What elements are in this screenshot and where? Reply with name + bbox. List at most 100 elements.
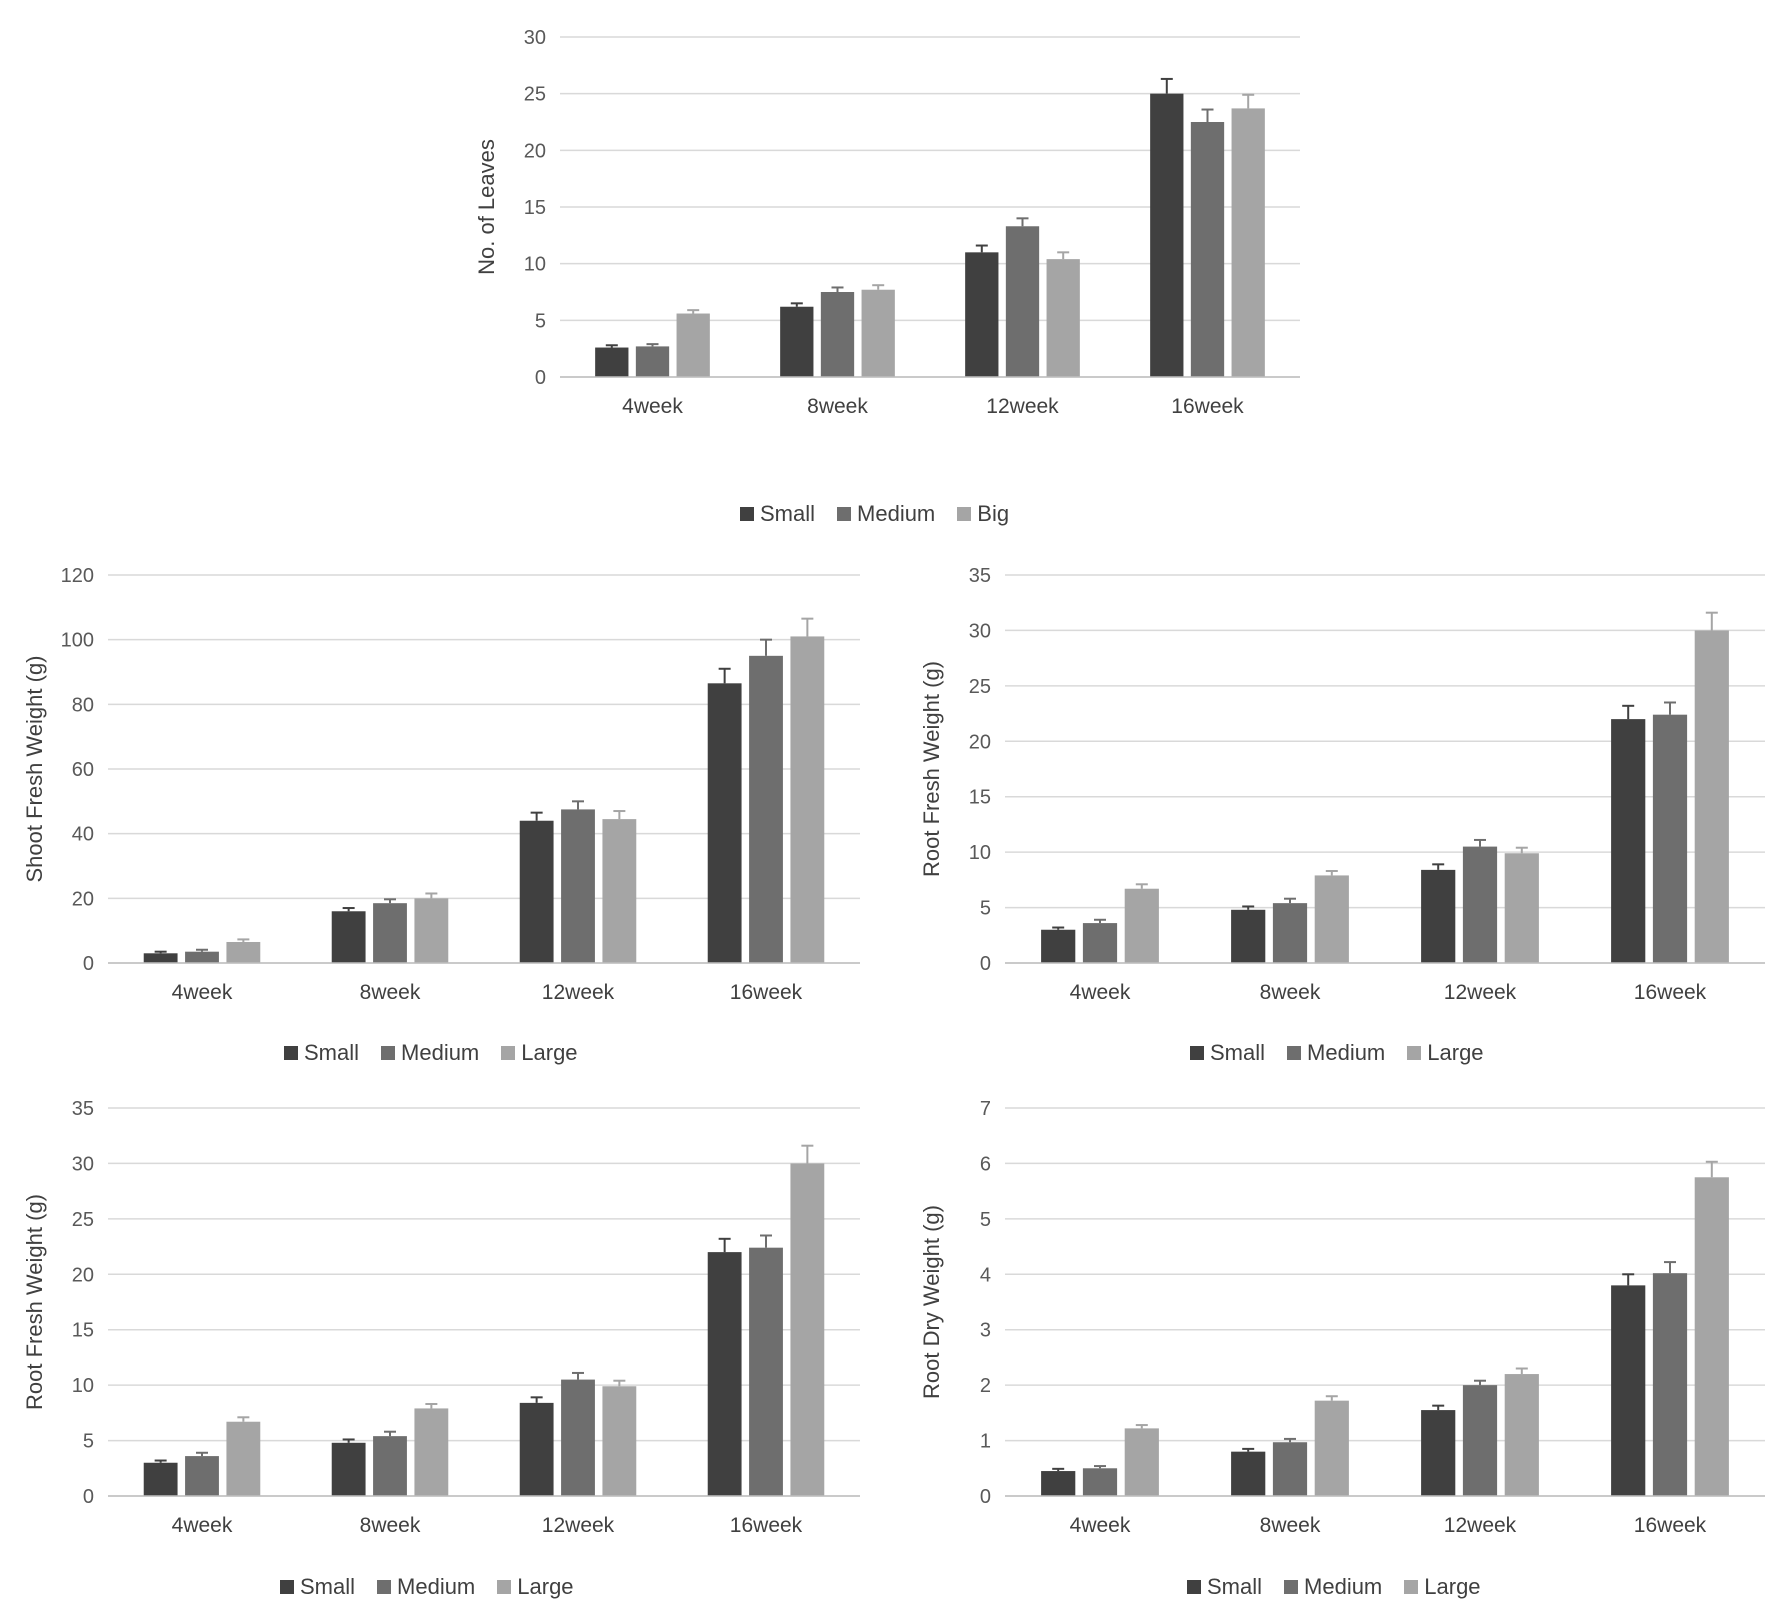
y-tick-label: 15	[524, 197, 546, 219]
y-tick-label: 15	[72, 1320, 94, 1342]
bar-large-8week	[414, 898, 449, 963]
legend-label: Medium	[857, 501, 936, 526]
legend-item-medium: Medium	[1287, 1040, 1385, 1066]
y-tick-label: 15	[969, 787, 991, 809]
bar-large-4week	[1124, 1428, 1159, 1496]
legend-item-medium: Medium	[1284, 1574, 1382, 1600]
bar-small-4week	[143, 953, 178, 963]
legend-swatch	[501, 1046, 516, 1060]
bar-medium-8week	[820, 292, 855, 377]
x-tick-label: 4week	[1070, 981, 1131, 1004]
bar-medium-16week	[749, 1247, 783, 1496]
bar-large-16week	[790, 1163, 825, 1496]
legend-label: Small	[300, 1574, 356, 1599]
x-tick-label: 16week	[730, 981, 803, 1004]
y-tick-label: 1	[980, 1431, 991, 1453]
legend-swatch	[1407, 1046, 1422, 1060]
legend-label: Large	[1427, 1040, 1484, 1065]
x-tick-label: 8week	[360, 1514, 421, 1537]
legend-label: Large	[521, 1040, 578, 1065]
chart-root-dry-weight: 0 1 2 3 4 5 6 7 Root Dry Weight (g) 4week 8week 12w…	[919, 1098, 1765, 1537]
bar-medium-8week	[373, 1436, 407, 1496]
x-tick-label: 16week	[1634, 1514, 1707, 1537]
legend-label: Large	[517, 1574, 574, 1599]
chart-panel-root-fresh-right: 0 5 10 15 20 25 30 35 Root Fresh Weight (g) 4week…	[905, 555, 1783, 1025]
y-tick-label: 25	[72, 1209, 94, 1231]
legend-label: Small	[1207, 1574, 1263, 1599]
bar-small-16week	[1611, 1285, 1646, 1496]
chart-leaves: 0 5 10 15 20 25 30 No. of Leaves 4week 8week 12wee…	[474, 27, 1300, 418]
legend-swatch	[957, 507, 972, 521]
bar-large-16week	[790, 636, 825, 963]
legend-swatch	[837, 507, 852, 521]
y-tick-label: 0	[535, 367, 546, 389]
legend-label: Small	[304, 1040, 360, 1065]
bar-small-16week	[707, 1252, 742, 1496]
legend-item-small: Small	[1187, 1574, 1262, 1600]
bar-large-8week	[1314, 1400, 1349, 1496]
bar-big-16week	[1231, 108, 1265, 378]
bar-medium-4week	[185, 1456, 219, 1496]
bar-small-12week	[1421, 869, 1456, 963]
y-tick-label: 7	[980, 1098, 991, 1120]
y-tick-label: 0	[83, 1486, 94, 1508]
x-tick-label: 8week	[807, 395, 868, 418]
legend-label: Large	[1424, 1574, 1481, 1599]
bar-medium-16week	[1652, 714, 1688, 963]
legend-label: Small	[760, 501, 816, 526]
bar-large-12week	[602, 1386, 637, 1496]
legend-item-big: Big	[957, 501, 1009, 527]
legend-leaves: Small Medium Big	[740, 501, 1009, 527]
chart-shoot-fresh-weight: 0 20 40 60 80 100 120 Shoot Fresh Weight (g) 4we…	[22, 565, 860, 1004]
x-tick-label: 8week	[360, 981, 421, 1004]
bar-large-8week	[414, 1408, 449, 1496]
legend-swatch	[497, 1580, 512, 1594]
y-tick-label: 25	[969, 676, 991, 698]
legend-swatch	[280, 1580, 294, 1594]
bar-small-8week	[780, 306, 814, 377]
x-tick-label: 16week	[730, 1514, 803, 1537]
y-tick-label: 20	[72, 888, 94, 910]
x-tick-label: 16week	[1634, 981, 1707, 1004]
x-tick-label: 12week	[1444, 1514, 1517, 1537]
legend-swatch	[381, 1046, 396, 1060]
y-tick-label: 10	[524, 254, 546, 276]
bar-big-4week	[676, 313, 710, 377]
bar-medium-4week	[1082, 923, 1118, 963]
legend-label: Big	[977, 501, 1010, 526]
bar-medium-4week	[1082, 1468, 1118, 1496]
legend-shoot-fresh: Small Medium Large	[284, 1040, 578, 1066]
legend-item-small: Small	[280, 1574, 355, 1600]
y-axis-title: Root Fresh Weight (g)	[22, 1194, 47, 1410]
x-tick-label: 12week	[542, 981, 615, 1004]
legend-swatch	[1284, 1580, 1299, 1594]
legend-swatch	[740, 507, 754, 521]
bar-small-8week	[331, 1442, 366, 1496]
bar-large-12week	[602, 819, 637, 963]
y-tick-label: 20	[524, 140, 546, 162]
x-tick-label: 12week	[1444, 981, 1517, 1004]
x-tick-label: 4week	[172, 981, 233, 1004]
y-axis-title: Shoot Fresh Weight (g)	[22, 655, 47, 882]
y-tick-label: 60	[72, 759, 94, 781]
legend-label: Medium	[401, 1040, 480, 1065]
legend-swatch	[1287, 1046, 1302, 1060]
legend-root-fresh-right: Small Medium Large	[1190, 1040, 1484, 1066]
bar-medium-8week	[1272, 903, 1308, 963]
bar-medium-12week	[1462, 1385, 1498, 1496]
y-tick-label: 20	[72, 1264, 94, 1286]
bar-medium-12week	[561, 809, 595, 963]
legend-swatch	[1404, 1580, 1419, 1594]
legend-label: Medium	[1307, 1040, 1386, 1065]
bar-small-12week	[1421, 1410, 1456, 1496]
x-tick-label: 4week	[172, 1514, 233, 1537]
bar-medium-16week	[1652, 1273, 1688, 1496]
legend-label: Medium	[1304, 1574, 1383, 1599]
legend-item-small: Small	[284, 1040, 359, 1066]
y-tick-label: 0	[980, 1486, 991, 1508]
bar-small-8week	[1231, 909, 1266, 963]
x-tick-label: 16week	[1171, 395, 1244, 418]
y-axis-title: No. of Leaves	[474, 139, 499, 275]
x-tick-label: 8week	[1260, 1514, 1321, 1537]
legend-item-medium: Medium	[377, 1574, 475, 1600]
